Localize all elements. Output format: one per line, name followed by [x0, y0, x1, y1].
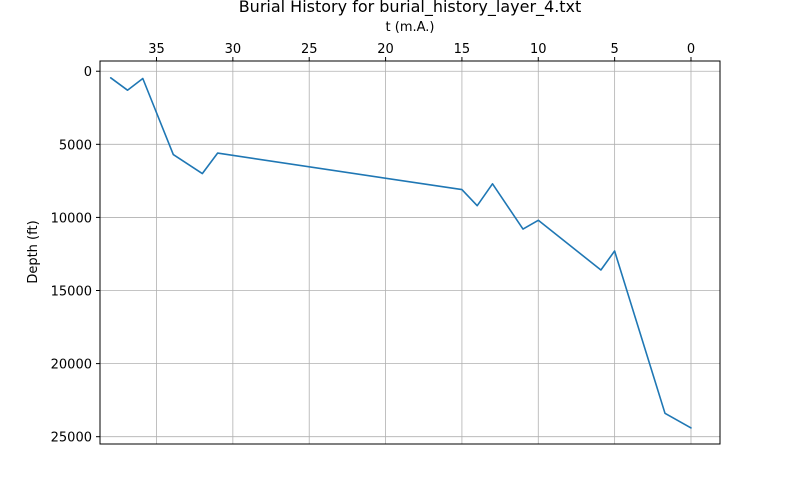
- x-tick-label: 0: [687, 42, 695, 57]
- y-axis-label: Depth (ft): [26, 220, 41, 283]
- x-tick-label: 5: [610, 42, 618, 57]
- chart-title: Burial History for burial_history_layer_…: [239, 0, 582, 17]
- y-tick-label: 0: [84, 65, 92, 80]
- burial-history-line: [109, 77, 692, 429]
- x-axis-ticks: 35 30 25 20 15 10 5 0: [148, 42, 695, 61]
- x-tick-label: 20: [377, 42, 394, 57]
- x-tick-label: 25: [301, 42, 318, 57]
- grid: [100, 61, 720, 444]
- x-tick-label: 10: [530, 42, 547, 57]
- x-tick-label: 30: [225, 42, 242, 57]
- plot-frame: [99, 60, 721, 445]
- y-tick-label: 10000: [51, 211, 92, 226]
- y-tick-label: 5000: [59, 138, 92, 153]
- y-tick-label: 20000: [51, 358, 92, 373]
- x-axis-label: t (m.A.): [386, 20, 435, 35]
- x-tick-label: 35: [148, 42, 165, 57]
- y-tick-label: 15000: [51, 285, 92, 300]
- x-tick-label: 15: [454, 42, 471, 57]
- y-axis-ticks: 0 5000 10000 15000 20000 25000: [51, 65, 100, 446]
- series-layer: [109, 77, 692, 429]
- y-tick-label: 25000: [51, 431, 92, 446]
